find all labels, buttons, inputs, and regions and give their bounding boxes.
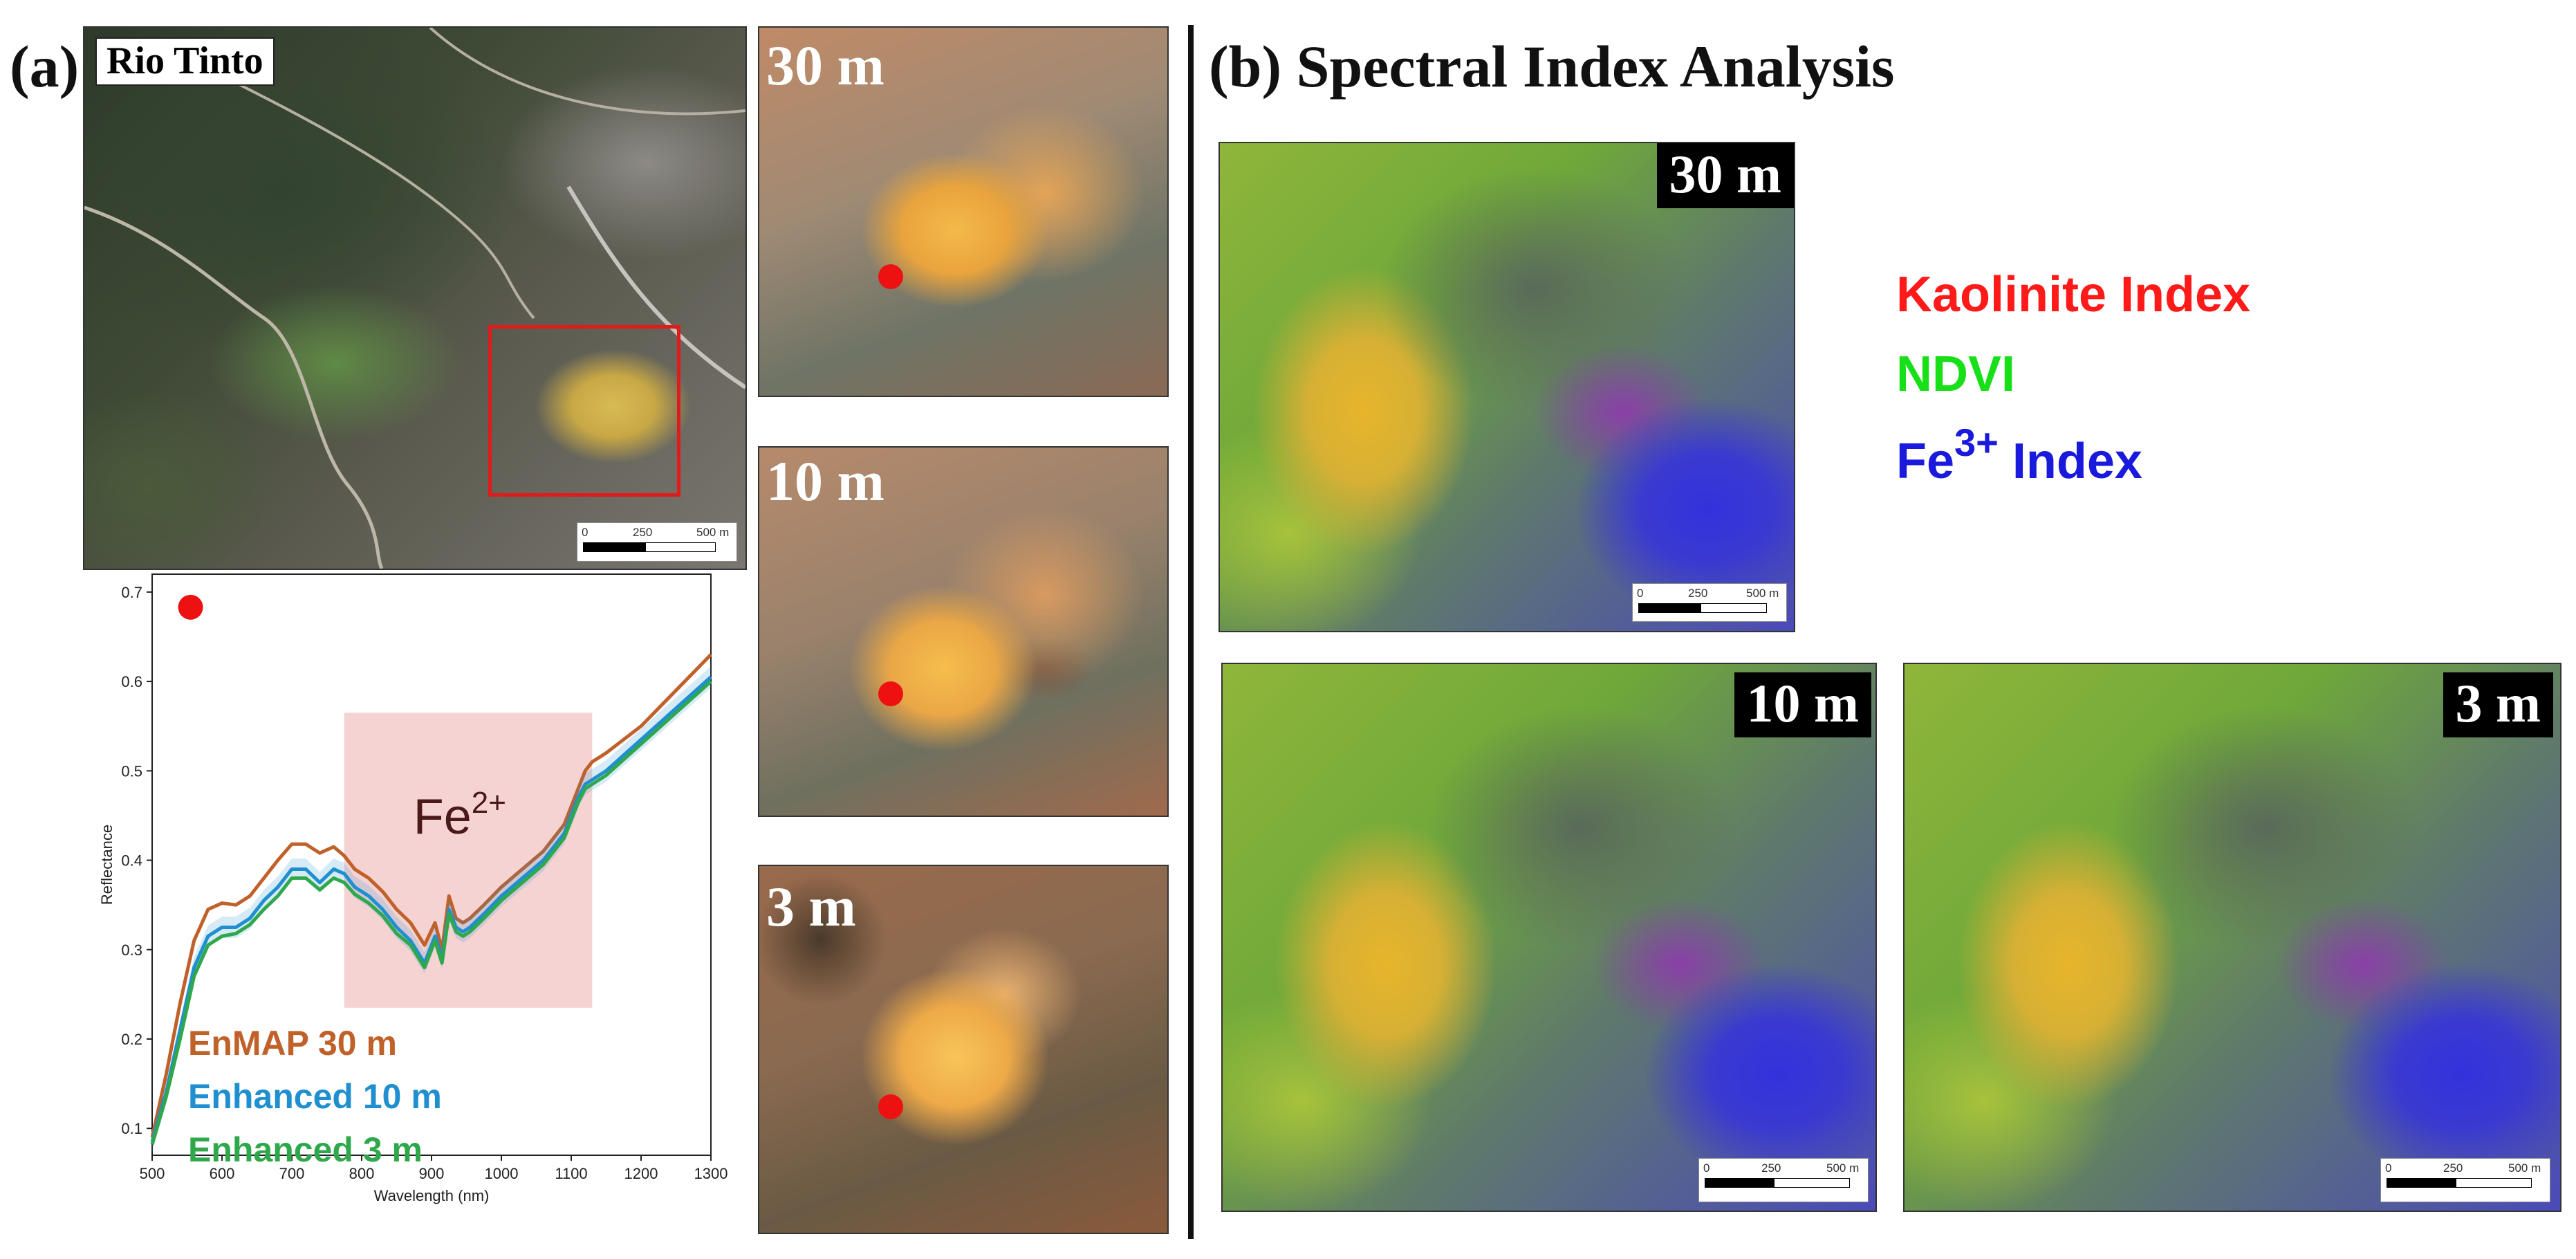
sample-point-marker [878,264,903,289]
legend-fe3: Fe3+ Index [1896,421,2142,489]
scale-label-500: 500 m [1746,587,1779,600]
fe2-absorption-region [344,713,593,1008]
scale-label-250: 250 [633,526,653,539]
scale-label-250: 250 [2443,1161,2463,1175]
scale-label-500: 500 m [1826,1161,1860,1175]
x-tick-label: 600 [210,1165,235,1182]
zoom-tile-10m: 10 m [758,446,1169,817]
scale-bar: 0 250 500 m [2380,1158,2550,1202]
panel-b-heading: (b) Spectral Index Analysis [1209,32,1895,101]
scale-label-250: 250 [1688,587,1708,600]
location-label: Rio Tinto [95,37,275,86]
scale-label-0: 0 [1637,587,1644,600]
scale-label-500: 500 m [696,526,730,539]
x-tick-label: 1200 [624,1165,658,1182]
x-tick-label: 1000 [485,1165,519,1182]
legend-fe3-suffix: Index [1998,434,2142,489]
y-axis-label: Reflectance [98,825,115,905]
zoom-tile-3m: 3 m [758,865,1169,1234]
scale-label-500: 500 m [2508,1161,2541,1175]
y-tick-label: 0.2 [121,1031,142,1048]
scale-bar-white [2456,1178,2532,1188]
x-tick-label: 900 [419,1165,445,1182]
scale-bar-white [645,542,716,552]
y-tick-label: 0.6 [121,673,142,690]
scale-bar: 0 250 500 m [577,522,737,562]
scale-label-0: 0 [582,526,589,539]
series-line-enmap-30-m [150,653,712,1138]
x-tick-label: 1300 [694,1165,728,1182]
scale-bar-white [1774,1178,1850,1188]
panel-a-letter: (a) [10,33,80,100]
chart-legend-entry: EnMAP 30 m [188,1024,397,1063]
scale-label-0: 0 [2385,1161,2392,1175]
x-tick-label: 800 [349,1165,375,1182]
y-tick-label: 0.5 [121,762,142,780]
zoom-tile-label: 10 m [766,450,884,513]
sample-point-marker [878,681,903,706]
scale-bar-black [583,542,647,552]
resolution-badge: 30 m [1656,143,1794,208]
y-tick-label: 0.1 [121,1120,142,1137]
panel-b-title: Spectral Index Analysis [1296,33,1895,100]
scale-bar-black [2387,1178,2457,1188]
scale-bar: 0 250 500 m [1632,583,1787,622]
zoom-tile-label: 30 m [766,34,884,97]
x-tick-label: 1100 [555,1165,587,1182]
y-tick-label: 0.4 [121,852,142,870]
scale-bar-black [1705,1178,1775,1188]
index-map-10m: 10 m 0 250 500 m [1221,663,1877,1212]
chart-legend-entry: Enhanced 3 m [188,1130,423,1169]
panel-b-letter: (b) [1209,33,1282,100]
satellite-overview-map: Rio Tinto 0 250 500 m [83,26,747,570]
chart-legend-entry: Enhanced 10 m [188,1077,442,1116]
scale-label-0: 0 [1703,1161,1710,1175]
y-tick-label: 0.7 [121,584,142,601]
resolution-badge: 3 m [2443,672,2553,737]
x-tick-label: 500 [140,1165,165,1182]
index-map-3m: 3 m 0 250 500 m [1903,663,2561,1212]
panel-divider [1188,25,1194,1239]
y-tick-label: 0.3 [121,941,142,959]
scale-bar-black [1638,603,1702,613]
index-map-30m: 30 m 0 250 500 m [1218,142,1795,632]
scale-bar-white [1701,603,1767,613]
road-lines [84,28,745,569]
scale-label-250: 250 [1761,1161,1781,1175]
sample-point-marker [878,1094,903,1119]
fe2-annotation: Fe2+ [414,786,506,845]
zoom-tile-30m: 30 m [758,26,1169,397]
legend-fe3-sup: 3+ [1954,421,1999,464]
legend-ndvi: NDVI [1896,347,2016,402]
region-of-interest-box [488,325,680,497]
series-line-enhanced-3-m [150,680,712,1146]
spectral-reflectance-chart: 500 600 700 800 900 1000 1100 1200 1300 0.1 0.2 0.3… [98,573,728,1204]
x-tick-label: 700 [279,1165,305,1182]
zoom-tile-label: 3 m [766,875,856,938]
x-axis-label: Wavelength (nm) [374,1187,490,1204]
sample-point-marker [178,594,203,620]
legend-kaolinite: Kaolinite Index [1896,267,2251,322]
resolution-badge: 10 m [1734,672,1871,737]
legend-fe3-prefix: Fe [1896,434,1955,489]
scale-bar: 0 250 500 m [1698,1158,1869,1202]
